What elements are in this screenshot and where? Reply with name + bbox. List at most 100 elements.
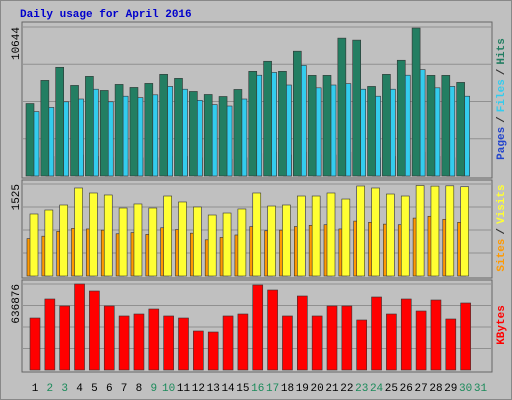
legend: Sites / Visits <box>496 184 508 271</box>
bar <box>178 317 189 371</box>
bar <box>267 289 278 371</box>
bar <box>44 298 56 371</box>
bar <box>59 305 71 371</box>
bar <box>74 283 85 371</box>
bar <box>307 75 317 177</box>
bar <box>367 86 376 177</box>
bar <box>341 305 353 371</box>
bar <box>178 201 187 277</box>
bar <box>371 187 380 277</box>
x-tick-label: 16 <box>251 383 264 395</box>
bar <box>133 313 145 371</box>
bar <box>296 295 308 371</box>
legend-entry: KBytes <box>496 305 508 345</box>
bar <box>237 313 249 371</box>
bar <box>89 290 100 371</box>
bar <box>400 195 410 277</box>
x-tick-label: 14 <box>221 383 235 395</box>
bar <box>415 310 427 371</box>
x-tick-label: 4 <box>76 383 83 395</box>
legend-entry: Hits <box>496 38 508 64</box>
bar <box>252 284 264 371</box>
legend-entry: Visits <box>496 184 508 224</box>
legend-separator: / <box>496 68 508 75</box>
bar <box>59 204 69 277</box>
bar <box>103 305 115 371</box>
x-tick-label: 23 <box>355 383 368 395</box>
bar <box>222 315 234 371</box>
bar <box>29 213 39 277</box>
bar <box>129 87 139 177</box>
bar <box>189 91 198 177</box>
bar <box>396 59 406 177</box>
x-tick-label: 3 <box>61 383 68 395</box>
bar <box>103 194 113 277</box>
x-tick-label: 19 <box>296 383 309 395</box>
y-tick-label: 636876 <box>11 284 23 324</box>
bar <box>133 203 143 277</box>
bar <box>174 78 183 177</box>
bar <box>371 296 382 371</box>
x-tick-label: 24 <box>370 383 384 395</box>
x-tick-label: 17 <box>266 383 279 395</box>
x-tick-label: 5 <box>91 383 98 395</box>
x-tick-label: 28 <box>429 383 442 395</box>
legend-entry: Sites <box>496 239 508 272</box>
bar <box>460 302 471 371</box>
bar <box>430 299 442 371</box>
bar <box>430 185 440 277</box>
bar <box>352 39 362 177</box>
bar <box>441 75 451 177</box>
bar <box>386 193 395 277</box>
bar <box>267 205 276 277</box>
bar <box>218 96 228 177</box>
bar <box>337 37 347 177</box>
bar <box>386 313 397 371</box>
bar <box>356 185 366 277</box>
bar <box>311 315 323 371</box>
bar <box>207 331 219 371</box>
bar <box>29 317 41 371</box>
bar <box>203 94 213 177</box>
bar <box>426 75 436 177</box>
x-tick-label: 18 <box>281 383 294 395</box>
bar <box>44 209 54 277</box>
bar <box>252 192 262 277</box>
x-tick-label: 29 <box>444 383 457 395</box>
bar <box>159 74 168 177</box>
x-tick-label: 20 <box>311 383 324 395</box>
bar <box>460 186 469 277</box>
bar <box>89 192 98 277</box>
x-tick-label: 9 <box>150 383 157 395</box>
bar <box>292 50 302 177</box>
bar <box>25 103 35 177</box>
bar <box>207 214 217 277</box>
bar <box>118 207 128 277</box>
bar <box>85 76 94 177</box>
legend-separator: / <box>496 228 508 235</box>
bar <box>114 84 124 177</box>
x-tick-label: 6 <box>106 383 113 395</box>
bar <box>99 90 109 177</box>
legend-entry: Pages <box>496 127 508 160</box>
chart-title: Daily usage for April 2016 <box>20 9 192 21</box>
y-tick-label: 1525 <box>11 184 23 210</box>
bar <box>40 80 50 177</box>
x-tick-label: 22 <box>340 383 353 395</box>
bar <box>248 71 258 177</box>
bar <box>326 192 336 277</box>
x-tick-label: 31 <box>474 383 488 395</box>
bar <box>144 83 154 177</box>
bar <box>193 206 202 277</box>
bar <box>193 330 204 371</box>
bar <box>326 305 338 371</box>
bar <box>322 75 332 177</box>
x-tick-label: 30 <box>459 383 472 395</box>
bar <box>311 195 321 277</box>
y-tick-label: 10644 <box>11 27 23 60</box>
bar <box>118 315 130 371</box>
x-tick-label: 11 <box>177 383 191 395</box>
legend-separator: / <box>496 116 508 123</box>
legend: Pages / Files / Hits <box>496 38 508 160</box>
bar <box>400 298 412 371</box>
